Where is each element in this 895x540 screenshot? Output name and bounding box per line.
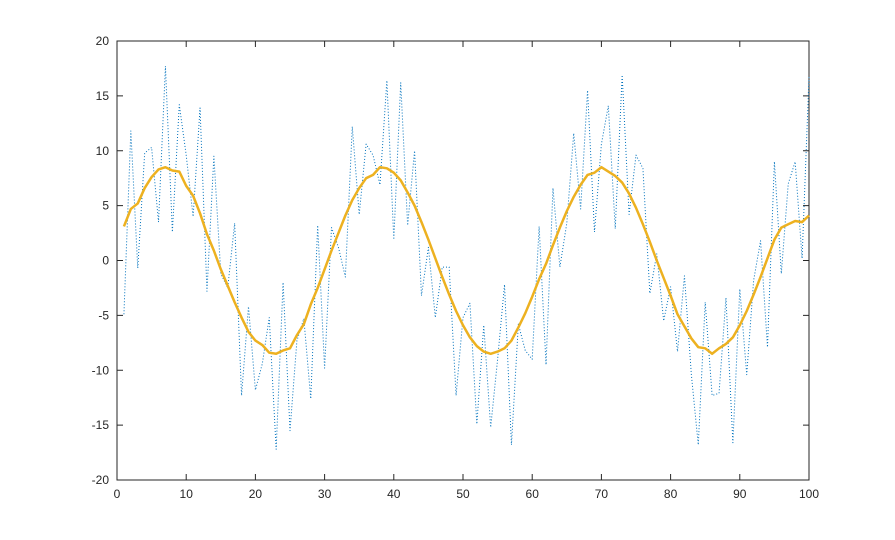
- y-tick-label: 5: [102, 199, 109, 213]
- x-tick-label: 90: [733, 487, 747, 501]
- y-tick-label: -10: [92, 363, 110, 377]
- x-tick-label: 0: [114, 487, 121, 501]
- y-tick-label: -20: [92, 473, 110, 487]
- x-tick-label: 80: [664, 487, 678, 501]
- x-tick-label: 70: [595, 487, 609, 501]
- x-tick-label: 60: [526, 487, 540, 501]
- y-tick-label: 0: [102, 254, 109, 268]
- x-tick-label: 10: [180, 487, 194, 501]
- y-tick-label: -15: [92, 418, 110, 432]
- x-tick-label: 100: [799, 487, 819, 501]
- y-tick-label: 20: [96, 34, 110, 48]
- y-tick-label: 10: [96, 144, 110, 158]
- x-tick-label: 40: [387, 487, 401, 501]
- y-tick-label: -5: [98, 308, 109, 322]
- x-tick-label: 20: [249, 487, 263, 501]
- y-tick-label: 15: [96, 89, 110, 103]
- series-line: [122, 165, 810, 356]
- plot-area: [116, 40, 810, 481]
- x-tick-label: 30: [318, 487, 332, 501]
- x-tick-label: 50: [456, 487, 470, 501]
